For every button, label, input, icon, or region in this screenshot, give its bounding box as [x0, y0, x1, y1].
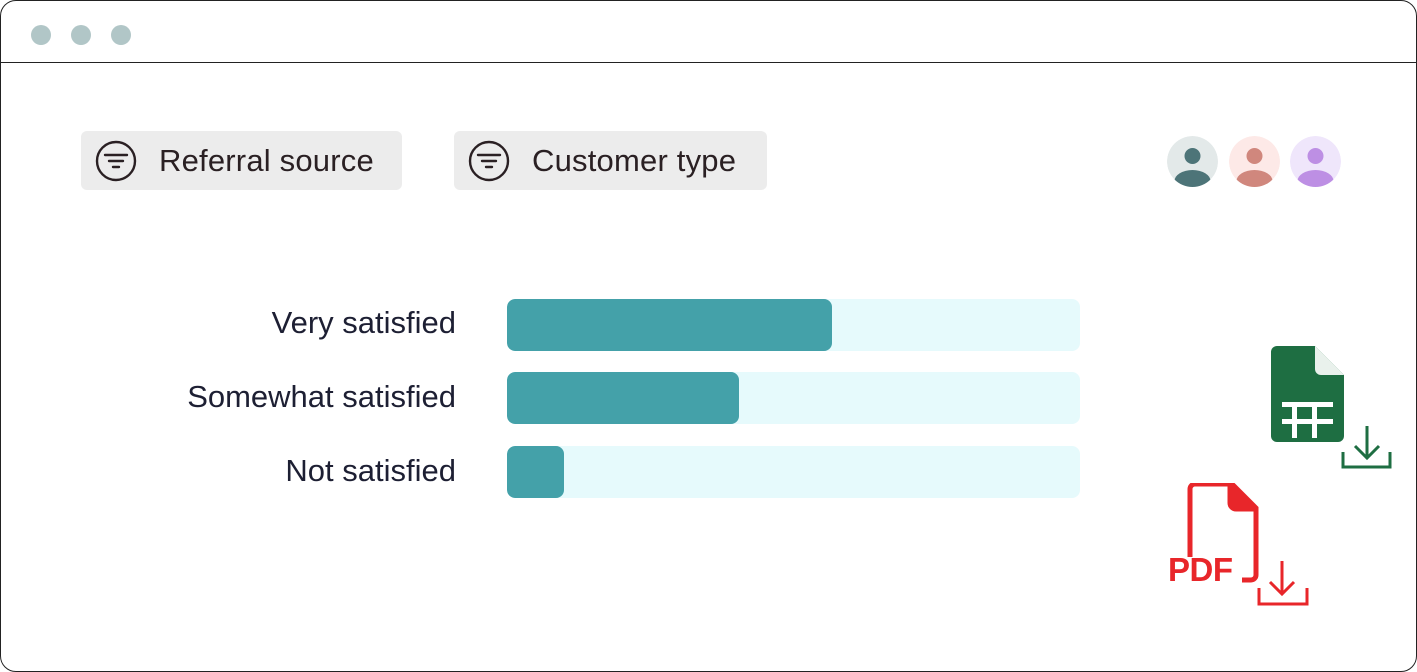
bar-fill [507, 446, 565, 498]
window-control-dot[interactable] [111, 25, 131, 45]
export-pdf-button[interactable]: PDF [1166, 481, 1311, 608]
bar-fill [507, 299, 832, 351]
bar-track [507, 299, 1080, 351]
spreadsheet-download-icon [1271, 346, 1392, 469]
row-label: Not satisfied [285, 453, 456, 488]
filter-label: Referral source [159, 142, 374, 178]
row-label: Very satisfied [271, 305, 456, 340]
row-label: Somewhat satisfied [187, 379, 456, 414]
avatar[interactable] [1167, 136, 1218, 187]
user-avatar-icon [1290, 136, 1341, 187]
bar-track [507, 372, 1080, 424]
export-spreadsheet-button[interactable] [1271, 346, 1393, 471]
filter-referral-source-button[interactable]: Referral source [81, 131, 402, 190]
pdf-label: PDF [1168, 551, 1233, 588]
window-control-dot[interactable] [71, 25, 91, 45]
filter-icon [468, 140, 510, 182]
filter-customer-type-button[interactable]: Customer type [454, 131, 767, 190]
bar-track [507, 446, 1080, 498]
user-avatar-icon [1167, 136, 1218, 187]
pdf-download-icon [1187, 481, 1309, 606]
filter-icon [95, 140, 137, 182]
user-avatar-icon [1229, 136, 1280, 187]
avatar[interactable] [1229, 136, 1280, 187]
avatar[interactable] [1290, 136, 1341, 187]
filter-label: Customer type [532, 142, 737, 178]
title-bar [1, 1, 1416, 63]
bar-fill [507, 372, 740, 424]
window-control-dot[interactable] [31, 25, 51, 45]
